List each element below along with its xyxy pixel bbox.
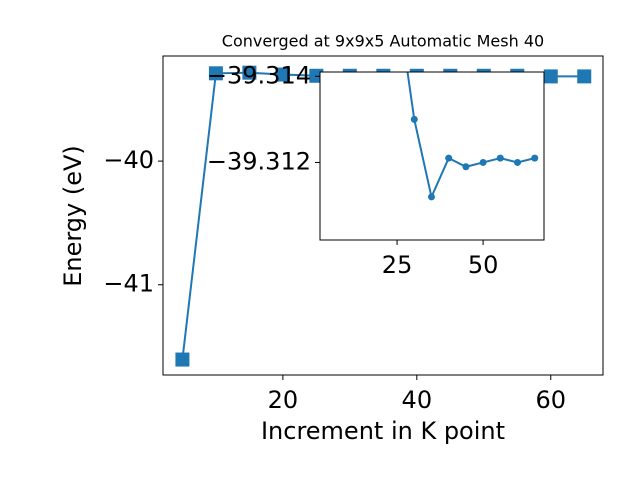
data-point [531,154,539,162]
y-tick-label: −39.312 [207,147,311,175]
data-point [445,154,453,162]
data-point [462,163,470,171]
axes-frame [162,55,604,376]
data-point [496,154,504,162]
x-tick-label: 40 [402,386,433,414]
data-point [275,67,290,82]
y-tick-label: −41 [103,270,154,298]
data-point [394,0,401,2]
plot-layer [394,0,539,201]
plot-area [320,72,544,240]
x-tick-label: 50 [468,251,499,279]
data-point [479,158,487,166]
data-point [242,65,257,80]
x-tick-label: 25 [382,251,413,279]
data-point [514,158,522,166]
x-tick-label: 20 [268,386,299,414]
y-tick-label: −39.314 [207,61,311,89]
x-axis-label: Increment in K point [261,417,505,445]
data-point [175,352,190,367]
data-point [427,193,435,201]
data-point [577,69,592,84]
data-point [208,66,223,81]
data-point [543,69,558,84]
data-point [410,115,418,123]
axes-frame [319,71,545,241]
chart-title: Converged at 9x9x5 Automatic Mesh 40 [222,32,544,51]
y-tick-label: −40 [103,146,154,174]
x-tick-label: 60 [535,386,566,414]
y-axis-label: Energy (eV) [59,145,87,287]
